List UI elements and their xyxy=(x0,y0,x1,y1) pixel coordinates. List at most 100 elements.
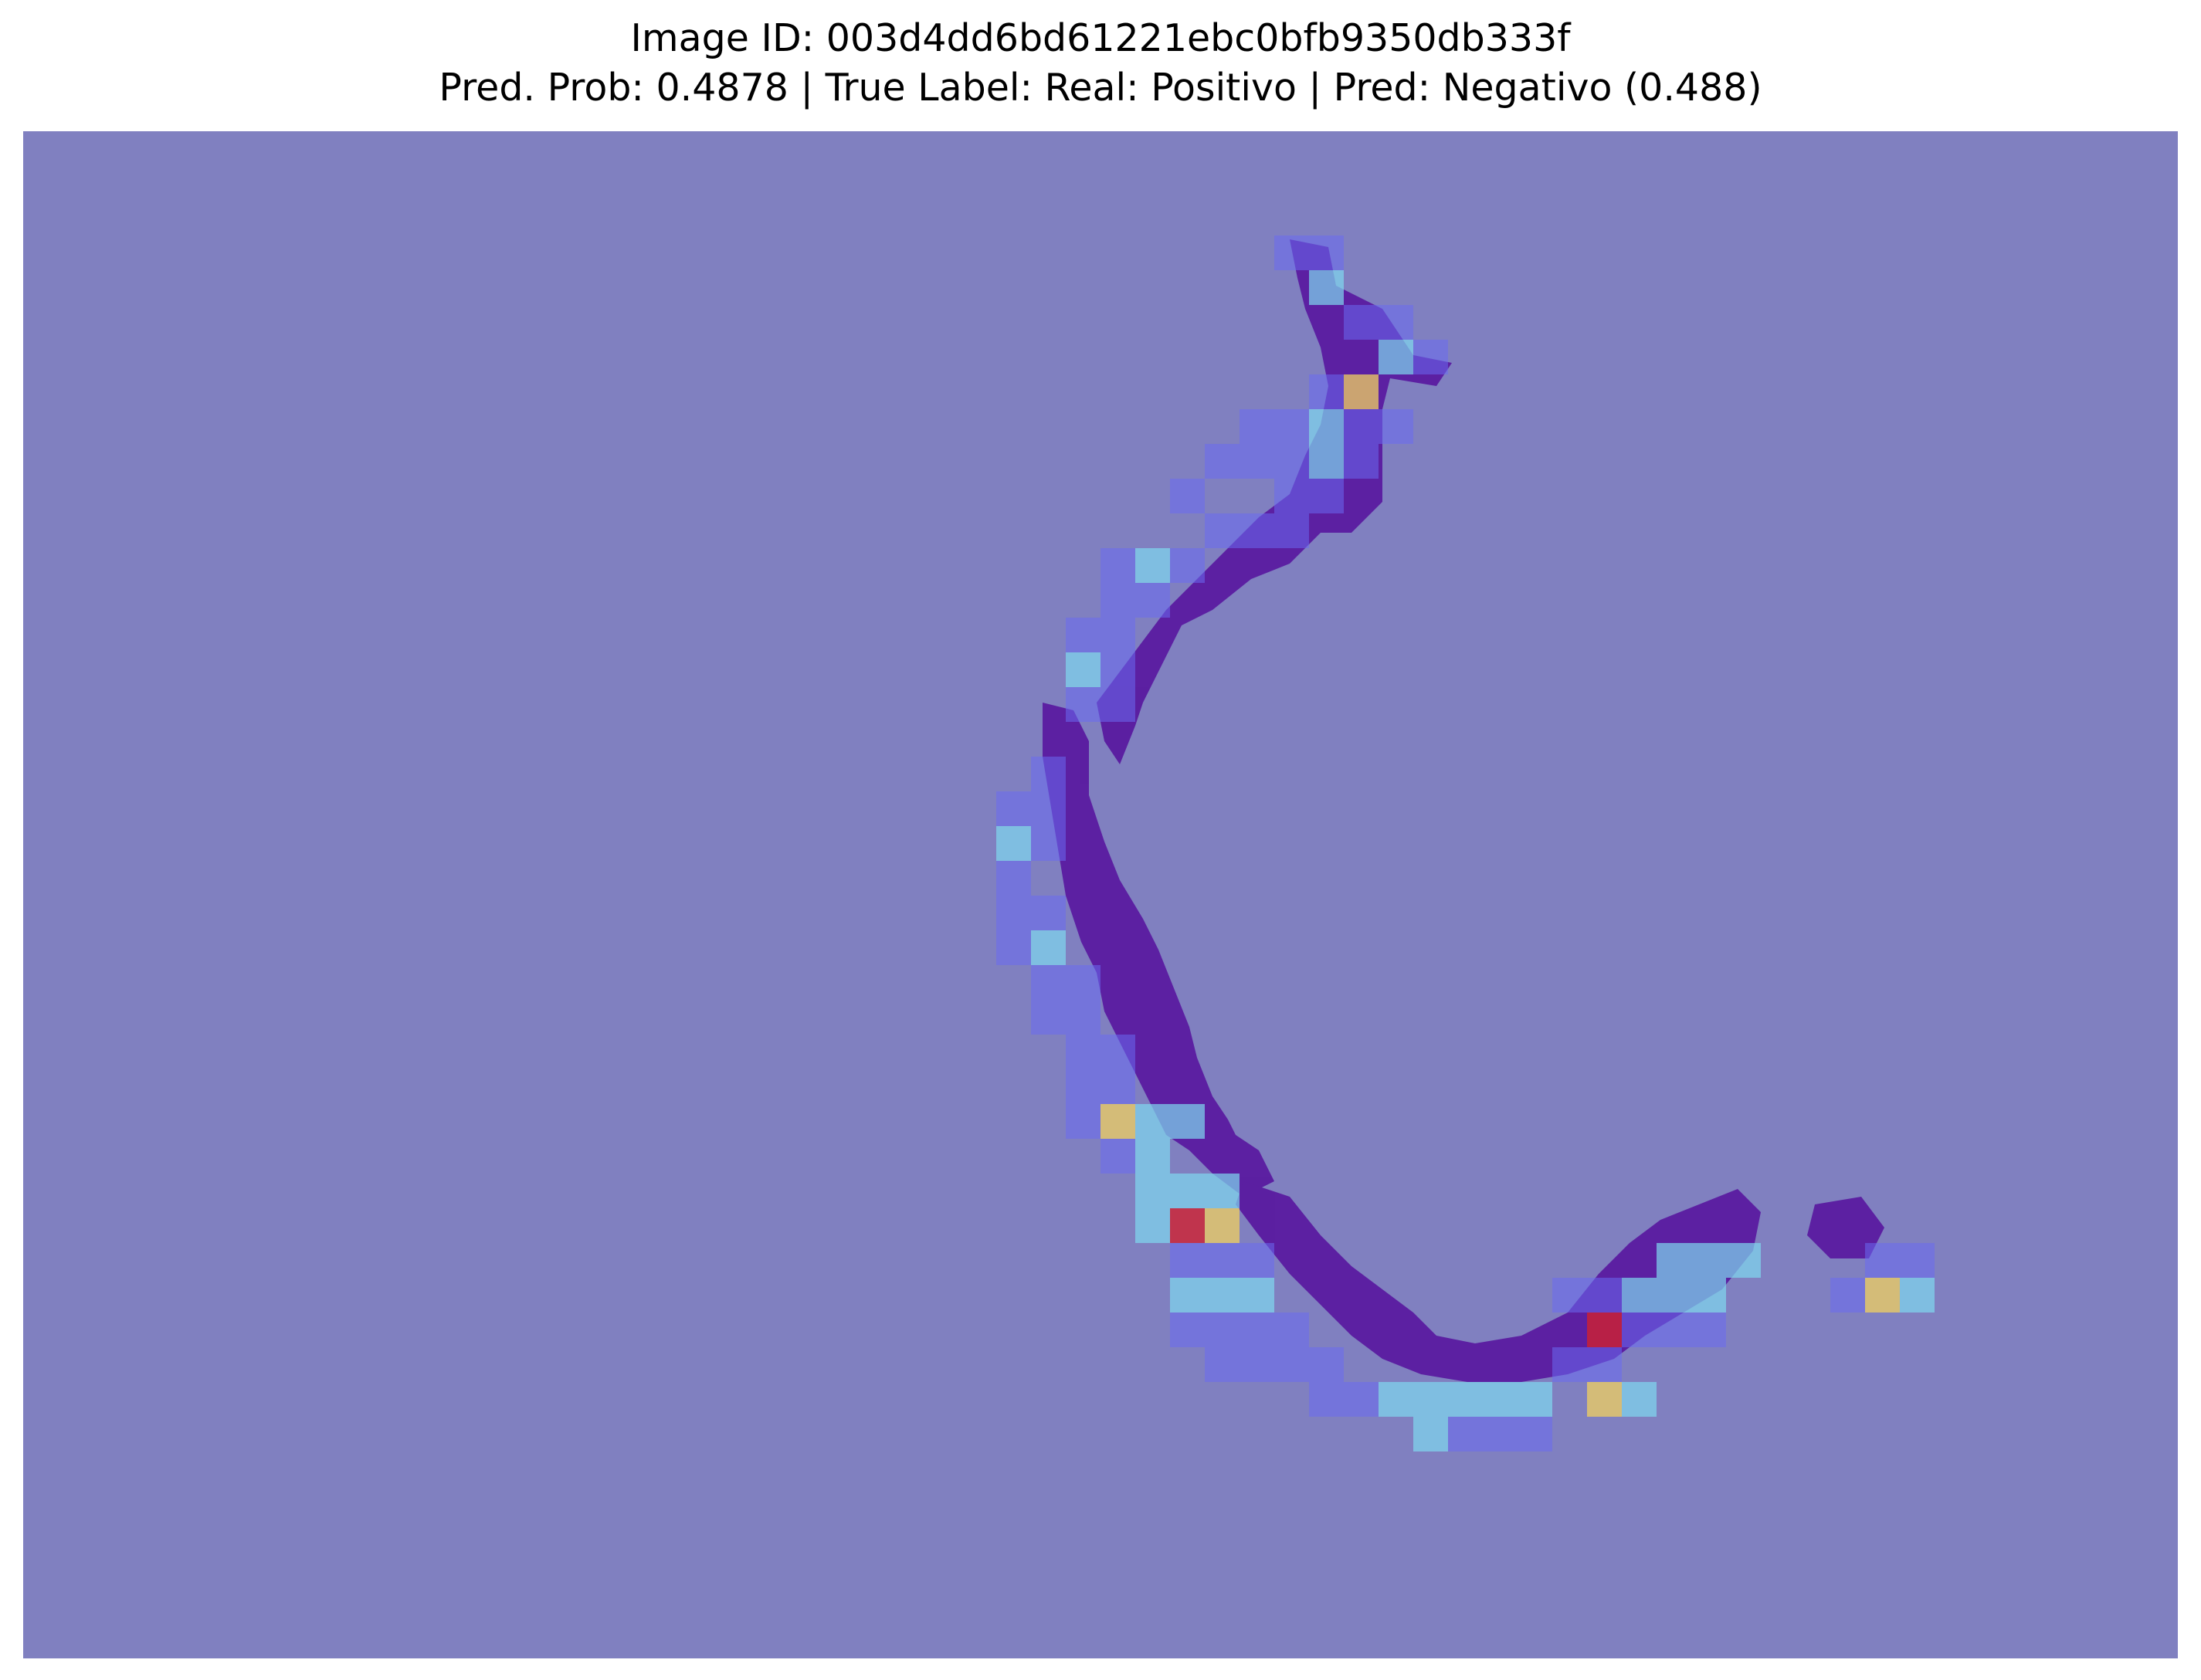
attention-tile xyxy=(1691,1243,1726,1278)
attention-tile xyxy=(1448,1417,1483,1451)
attention-tile xyxy=(1379,305,1413,340)
attention-tile xyxy=(1135,548,1170,583)
attention-tile xyxy=(1170,1174,1205,1208)
attention-tile xyxy=(1066,1104,1100,1139)
title-image-id: Image ID: 003d4dd6bd61221ebc0bfb9350db33… xyxy=(630,16,1571,60)
attention-tile xyxy=(1587,1382,1622,1417)
attention-tile xyxy=(1344,409,1379,444)
attention-tile xyxy=(1552,1278,1587,1312)
heatmap-overlay-image xyxy=(23,131,2178,1658)
tissue-middle-arm xyxy=(1043,703,1274,1197)
attention-tile xyxy=(1865,1243,1900,1278)
attention-tile xyxy=(1413,340,1448,374)
attention-tile xyxy=(1170,1104,1205,1139)
attention-tile xyxy=(1691,1312,1726,1347)
attention-tile xyxy=(1518,1382,1552,1417)
attention-tile xyxy=(1170,1312,1205,1347)
attention-tile xyxy=(1657,1312,1691,1347)
attention-tile xyxy=(1240,513,1274,548)
attention-tile xyxy=(1552,1347,1587,1382)
attention-tile xyxy=(1309,409,1344,444)
attention-tile xyxy=(1205,444,1240,479)
attention-tile xyxy=(1205,1278,1240,1312)
attention-tile xyxy=(1274,513,1309,548)
attention-tile xyxy=(1309,270,1344,305)
attention-tile xyxy=(1066,965,1100,1000)
attention-tile xyxy=(1587,1278,1622,1312)
attention-tile xyxy=(1100,1104,1135,1139)
attention-tile xyxy=(1205,513,1240,548)
heatmap-svg xyxy=(23,131,2178,1658)
attention-tile xyxy=(1205,1347,1240,1382)
attention-tile xyxy=(1309,235,1344,270)
attention-tile xyxy=(1100,618,1135,652)
attention-tile xyxy=(1031,757,1066,791)
attention-tile xyxy=(1135,583,1170,618)
attention-tile xyxy=(1379,340,1413,374)
attention-tile xyxy=(1205,1174,1240,1208)
attention-tile xyxy=(996,930,1031,965)
attention-tile xyxy=(1100,652,1135,687)
attention-tile xyxy=(1066,1035,1100,1069)
attention-tile xyxy=(996,826,1031,861)
attention-tile xyxy=(1865,1278,1900,1312)
attention-tile xyxy=(1587,1312,1622,1347)
attention-tile xyxy=(1135,1139,1170,1174)
attention-tile xyxy=(1100,1139,1135,1174)
attention-tile xyxy=(996,896,1031,930)
attention-tile xyxy=(1274,479,1309,513)
attention-tile xyxy=(1240,444,1274,479)
attention-tile xyxy=(1587,1347,1622,1382)
attention-tile xyxy=(1309,444,1344,479)
attention-tile xyxy=(1135,1174,1170,1208)
attention-tile xyxy=(996,791,1031,826)
title-prediction-summary: Pred. Prob: 0.4878 | True Label: Real: P… xyxy=(439,66,1762,110)
attention-tile xyxy=(1240,1347,1274,1382)
attention-tile xyxy=(1344,374,1379,409)
attention-tile xyxy=(1483,1382,1518,1417)
attention-tile xyxy=(1622,1382,1657,1417)
attention-tile xyxy=(1657,1278,1691,1312)
attention-tile xyxy=(1066,1069,1100,1104)
figure-title: Image ID: 003d4dd6bd61221ebc0bfb9350db33… xyxy=(0,14,2201,113)
attention-tile xyxy=(1448,1382,1483,1417)
attention-tile xyxy=(1413,1417,1448,1451)
attention-tile xyxy=(1240,409,1274,444)
attention-tile xyxy=(1274,235,1309,270)
attention-tiles xyxy=(996,235,1935,1451)
attention-tile xyxy=(1274,444,1309,479)
attention-tile xyxy=(1031,826,1066,861)
attention-tile xyxy=(1135,1104,1170,1139)
attention-tile xyxy=(1205,1312,1240,1347)
attention-tile xyxy=(1066,1000,1100,1035)
attention-tile xyxy=(1031,1000,1066,1035)
attention-tile xyxy=(1483,1417,1518,1451)
attention-tile xyxy=(1309,1347,1344,1382)
attention-tile xyxy=(1691,1278,1726,1312)
attention-tile xyxy=(1830,1278,1865,1312)
attention-tile xyxy=(1100,583,1135,618)
attention-tile xyxy=(1344,1382,1379,1417)
attention-tile xyxy=(1066,618,1100,652)
attention-tile xyxy=(1240,1278,1274,1312)
attention-tile xyxy=(1622,1312,1657,1347)
attention-tile xyxy=(1309,1382,1344,1417)
attention-tile xyxy=(1274,409,1309,444)
attention-tile xyxy=(1900,1243,1935,1278)
attention-tile xyxy=(1518,1417,1552,1451)
attention-tile xyxy=(1100,548,1135,583)
attention-tile xyxy=(1240,1243,1274,1278)
attention-tile xyxy=(1344,444,1379,479)
attention-tile xyxy=(1066,687,1100,722)
attention-tile xyxy=(1066,652,1100,687)
attention-tile xyxy=(1205,1208,1240,1243)
attention-tile xyxy=(1031,930,1066,965)
attention-tile xyxy=(1379,1382,1413,1417)
attention-tile xyxy=(1135,1208,1170,1243)
attention-tile xyxy=(1100,687,1135,722)
attention-tile xyxy=(1413,1382,1448,1417)
attention-tile xyxy=(1031,896,1066,930)
attention-tile xyxy=(1031,965,1066,1000)
attention-tile xyxy=(1170,1208,1205,1243)
attention-tile xyxy=(1309,479,1344,513)
